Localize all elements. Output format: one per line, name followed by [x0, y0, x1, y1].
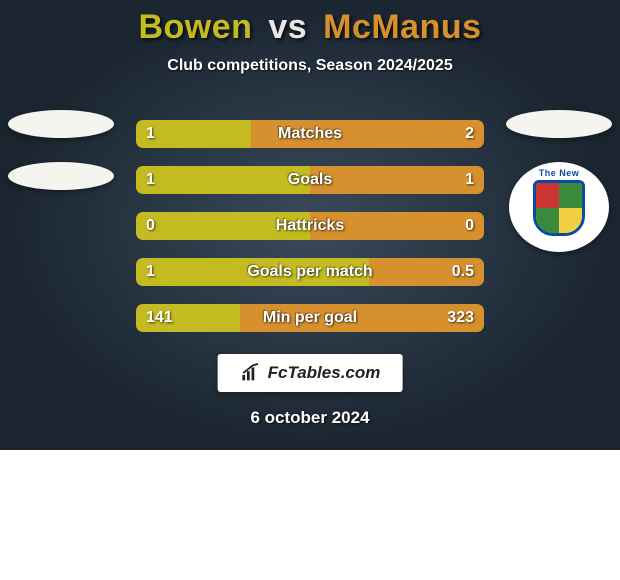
- title-vs: vs: [268, 8, 307, 46]
- stat-bar-left: [136, 120, 251, 148]
- stat-row: Goals per match10.5: [136, 258, 484, 286]
- stat-bar-left: [136, 258, 369, 286]
- club-badge-left-1: [8, 110, 114, 138]
- stat-bar-left: [136, 304, 240, 332]
- stat-bar-left: [136, 166, 310, 194]
- stat-row: Min per goal141323: [136, 304, 484, 332]
- subtitle: Club competitions, Season 2024/2025: [0, 57, 620, 75]
- stat-bar-right: [251, 120, 484, 148]
- stat-row: Hattricks00: [136, 212, 484, 240]
- brand-badge: FcTables.com: [218, 354, 403, 392]
- stat-row: Goals11: [136, 166, 484, 194]
- stat-bar-right: [310, 212, 484, 240]
- club-badge-right-2-saints: The New: [509, 162, 609, 252]
- stat-bar-right: [369, 258, 484, 286]
- brand-text: FcTables.com: [268, 363, 381, 383]
- comparison-card: Bowen vs McManus Club competitions, Seas…: [0, 0, 620, 450]
- title: Bowen vs McManus: [0, 0, 620, 47]
- chart-icon: [240, 362, 262, 384]
- stats-container: Matches12 Goals11 Hattricks00 Goals per mat…: [136, 120, 484, 332]
- title-player1: Bowen: [138, 8, 252, 46]
- club-badge-left-2: [8, 162, 114, 190]
- club-badge-right-1: [506, 110, 612, 138]
- badges-right: The New: [504, 110, 614, 252]
- stat-bar-right: [310, 166, 484, 194]
- title-player2: McManus: [323, 8, 481, 46]
- stat-bar-left: [136, 212, 310, 240]
- badges-left: [6, 110, 116, 190]
- saints-arc-text: The New: [539, 168, 580, 178]
- footer-date: 6 october 2024: [0, 408, 620, 428]
- saints-shield-icon: [533, 180, 585, 236]
- stat-row: Matches12: [136, 120, 484, 148]
- stat-bar-right: [240, 304, 484, 332]
